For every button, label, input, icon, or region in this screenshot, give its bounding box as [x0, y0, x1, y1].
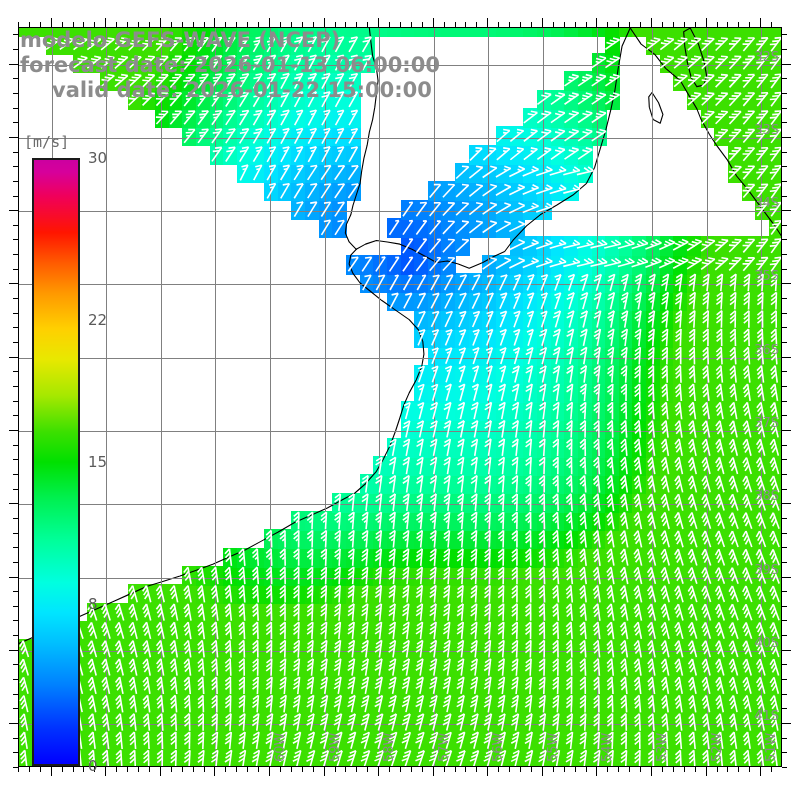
bottom-axis-ticks	[18, 767, 782, 777]
colorbar-tick-30: 30	[88, 149, 108, 167]
colorbar-unit-label: [m/s]	[24, 133, 70, 151]
left-axis-ticks	[8, 27, 18, 768]
top-axis-ticks	[18, 17, 782, 27]
colorbar-tick-0: 0	[88, 757, 98, 775]
colorbar-tick-15: 15	[88, 453, 108, 471]
colorbar-gradient	[32, 158, 80, 766]
map-canvas-clip	[19, 28, 781, 766]
right-axis-ticks	[782, 27, 792, 768]
colorbar-tick-22: 22	[88, 311, 108, 330]
wind-barbs-overlay	[19, 28, 781, 766]
colorbar-tick-8: 8	[88, 594, 98, 613]
colorbar[interactable]: 30 22 15 8 0	[32, 149, 107, 775]
